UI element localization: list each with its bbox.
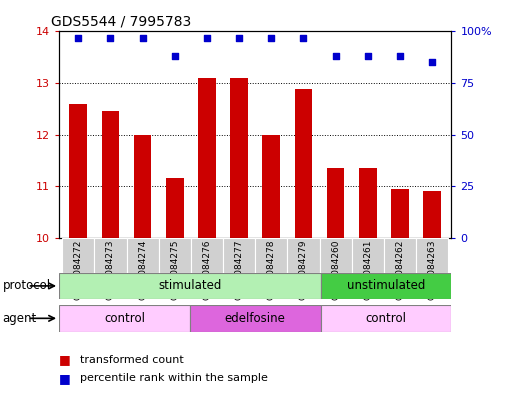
Bar <box>166 178 184 238</box>
Text: GSM1084279: GSM1084279 <box>299 239 308 300</box>
FancyBboxPatch shape <box>62 238 94 273</box>
Text: GSM1084273: GSM1084273 <box>106 239 115 300</box>
Bar <box>263 134 280 238</box>
Text: ■: ■ <box>59 371 71 385</box>
Text: GSM1084278: GSM1084278 <box>267 239 276 300</box>
Point <box>396 53 404 59</box>
Point <box>203 35 211 41</box>
Text: GSM1084276: GSM1084276 <box>203 239 211 300</box>
Bar <box>391 189 409 238</box>
FancyBboxPatch shape <box>191 238 223 273</box>
FancyBboxPatch shape <box>287 238 320 273</box>
Text: transformed count: transformed count <box>80 354 183 365</box>
Text: GSM1084275: GSM1084275 <box>170 239 180 300</box>
FancyBboxPatch shape <box>223 238 255 273</box>
FancyBboxPatch shape <box>190 305 321 332</box>
FancyBboxPatch shape <box>94 238 127 273</box>
Bar <box>327 168 345 238</box>
FancyBboxPatch shape <box>255 238 287 273</box>
Bar <box>294 89 312 238</box>
Text: percentile rank within the sample: percentile rank within the sample <box>80 373 267 383</box>
Point <box>106 35 114 41</box>
Text: GSM1084277: GSM1084277 <box>234 239 244 300</box>
Text: agent: agent <box>3 312 37 325</box>
FancyBboxPatch shape <box>416 238 448 273</box>
Point <box>235 35 243 41</box>
Text: GSM1084262: GSM1084262 <box>396 239 404 300</box>
Point <box>331 53 340 59</box>
Text: control: control <box>366 312 406 325</box>
Bar <box>423 191 441 238</box>
FancyBboxPatch shape <box>320 238 352 273</box>
Text: stimulated: stimulated <box>158 279 222 292</box>
FancyBboxPatch shape <box>159 238 191 273</box>
Text: GSM1084272: GSM1084272 <box>74 239 83 300</box>
Bar <box>69 104 87 238</box>
Point <box>428 59 436 66</box>
Text: edelfosine: edelfosine <box>225 312 286 325</box>
Bar <box>134 134 151 238</box>
Bar <box>230 78 248 238</box>
Point <box>300 35 308 41</box>
Point <box>267 35 275 41</box>
Text: GSM1084260: GSM1084260 <box>331 239 340 300</box>
Text: GSM1084261: GSM1084261 <box>363 239 372 300</box>
Text: GDS5544 / 7995783: GDS5544 / 7995783 <box>51 15 191 29</box>
FancyBboxPatch shape <box>321 305 451 332</box>
Point <box>139 35 147 41</box>
Text: unstimulated: unstimulated <box>347 279 425 292</box>
Point <box>364 53 372 59</box>
Point <box>171 53 179 59</box>
FancyBboxPatch shape <box>59 305 190 332</box>
FancyBboxPatch shape <box>59 273 321 299</box>
Bar <box>359 168 377 238</box>
Text: GSM1084274: GSM1084274 <box>138 239 147 300</box>
Bar <box>102 111 120 238</box>
FancyBboxPatch shape <box>321 273 451 299</box>
Text: protocol: protocol <box>3 279 51 292</box>
Text: ■: ■ <box>59 353 71 366</box>
Point <box>74 35 83 41</box>
FancyBboxPatch shape <box>384 238 416 273</box>
FancyBboxPatch shape <box>352 238 384 273</box>
FancyBboxPatch shape <box>127 238 159 273</box>
Bar <box>198 78 216 238</box>
Text: control: control <box>104 312 145 325</box>
Text: GSM1084263: GSM1084263 <box>428 239 437 300</box>
